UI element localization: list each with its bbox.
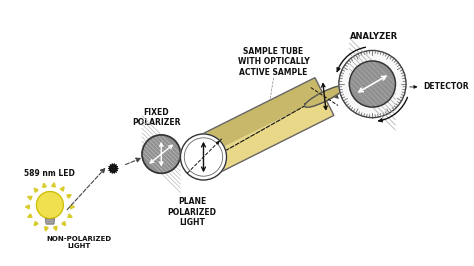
Polygon shape	[45, 218, 55, 224]
Polygon shape	[203, 97, 334, 176]
Text: PLANE
POLARIZED
LIGHT: PLANE POLARIZED LIGHT	[167, 197, 217, 227]
Circle shape	[349, 61, 395, 107]
Circle shape	[36, 192, 64, 218]
Circle shape	[339, 51, 406, 118]
Circle shape	[142, 135, 181, 173]
Text: DETECTOR: DETECTOR	[423, 82, 469, 92]
Text: ANALYZER: ANALYZER	[350, 32, 399, 41]
Polygon shape	[194, 78, 324, 157]
Ellipse shape	[305, 86, 344, 107]
Text: FIXED
POLARIZER: FIXED POLARIZER	[132, 108, 181, 127]
Circle shape	[181, 134, 227, 180]
Text: SAMPLE TUBE
WITH OPTICALLY
ACTIVE SAMPLE: SAMPLE TUBE WITH OPTICALLY ACTIVE SAMPLE	[237, 47, 310, 77]
Text: 589 nm LED: 589 nm LED	[25, 169, 75, 178]
Text: NON-POLARIZED
LIGHT: NON-POLARIZED LIGHT	[46, 236, 111, 249]
